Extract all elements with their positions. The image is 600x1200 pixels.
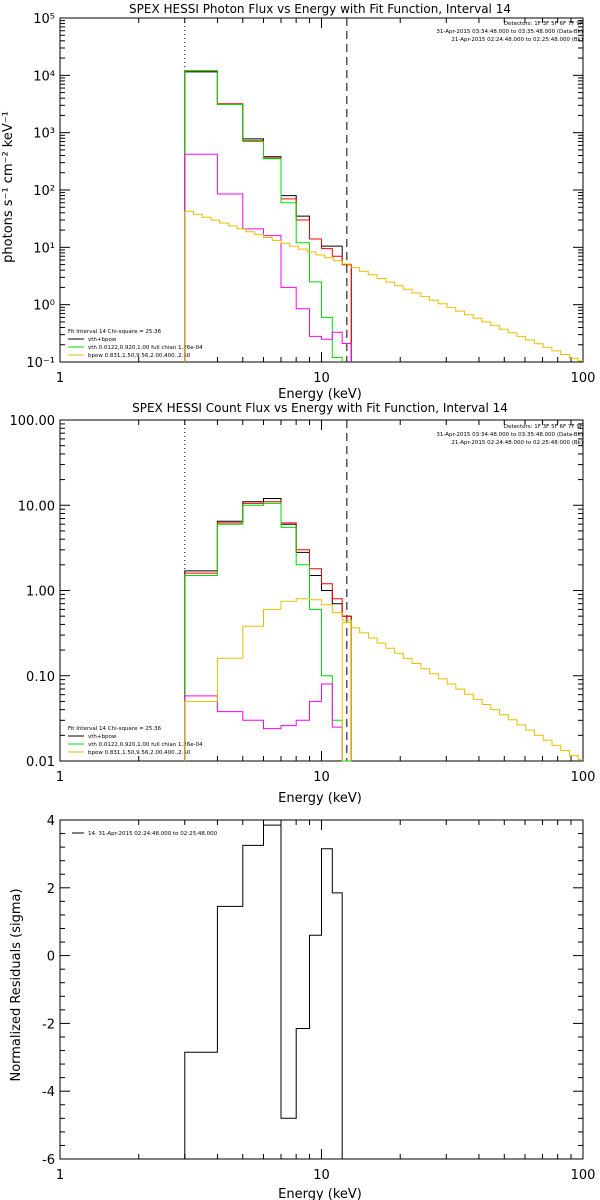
photon-y-tick-label: 10⁰ <box>33 299 55 314</box>
photon-legend-bpow: bpow 0.831,1.50,9.56,2.00,400.,2.50 <box>88 353 191 359</box>
count-series-bpow_tail <box>341 622 583 761</box>
photon-y-tick-label: 10² <box>33 184 55 199</box>
photon-flux-panel: SPEX HESSI Photon Flux vs Energy with Fi… <box>1 2 583 402</box>
residuals-y-axis-label: Normalized Residuals (sigma) <box>9 888 24 1081</box>
photon-y-axis-label: photons s⁻¹ cm⁻² keV⁻¹ <box>1 111 16 263</box>
count-x-tick-label: 1 <box>56 770 64 785</box>
photon-series-bpow <box>184 210 583 362</box>
count-series-bpow <box>184 598 352 761</box>
count-flux-panel: SPEX HESSI Count Flux vs Energy with Fit… <box>68 401 583 806</box>
count-x-tick-label: 100 <box>571 770 596 785</box>
residuals-y-tick-label: 2 <box>47 882 55 897</box>
photon-y-tick-label: 10⁻¹ <box>26 356 55 371</box>
photon-y-tick-label: 10³ <box>33 127 55 142</box>
count-y-tick-label: 1.00 <box>26 585 55 600</box>
residuals-x-axis-label: Energy (keV) <box>278 1187 362 1200</box>
count-x-axis-label: Energy (keV) <box>278 791 362 806</box>
residuals-y-tick-label: 4 <box>47 814 55 829</box>
photon-legend-model: vth+bpow <box>88 337 117 343</box>
count-x-tick-label: 10 <box>313 770 330 785</box>
photon-x-tick-label: 1 <box>56 371 64 386</box>
photon-series-sum <box>184 70 352 362</box>
photon-legend-bk-time: 21-Apr-2015 02:24:48.000 to 02:25:48.000… <box>451 37 583 43</box>
count-series-sum <box>184 501 352 761</box>
count-series-vth2 <box>184 683 343 761</box>
count-series-total <box>184 498 352 761</box>
residuals-y-tick-label: -2 <box>42 1017 55 1032</box>
count-y-tick-label: 0.01 <box>26 755 55 770</box>
count-y-tick-label: 10.00 <box>18 499 55 514</box>
residuals-series-resid <box>184 824 343 1159</box>
residuals-legend-text: 14. 31-Apr-2015 02:24:48.000 to 02:25:48… <box>88 831 218 837</box>
residuals-x-tick-label: 100 <box>571 1168 596 1183</box>
residuals-x-tick-label: 1 <box>56 1168 64 1183</box>
residuals-y-tick-label: 0 <box>47 950 55 965</box>
photon-x-tick-label: 10 <box>313 371 330 386</box>
photon-legend-vth: vth 0.0122,0.920,1.00 full chian 1.26e-0… <box>88 345 203 351</box>
photon-y-tick-label: 10¹ <box>33 241 55 256</box>
photon-series-vth2 <box>184 153 352 362</box>
count-series-vth <box>184 502 352 762</box>
count-legend-bpow: bpow 0.831,1.50,9.56,2.00,400.,2.50 <box>88 750 191 756</box>
count-legend-fit-interval: Fit Interval 14 Chi-square = 25.36 <box>68 726 162 732</box>
photon-y-tick-label: 10⁴ <box>33 69 55 84</box>
count-legend-model: vth+bpow <box>88 734 117 740</box>
count-chart-title: SPEX HESSI Count Flux vs Energy with Fit… <box>132 401 508 415</box>
count-legend-detectors: Detectors: 1F 3F 5F 6F 7F 9F <box>504 424 583 430</box>
residuals-x-tick-label: 10 <box>313 1168 330 1183</box>
photon-legend-fit-interval: Fit Interval 14 Chi-square = 25.36 <box>68 329 162 335</box>
photon-x-axis-label: Energy (keV) <box>278 387 362 402</box>
photon-y-tick-label: 10⁵ <box>33 12 55 27</box>
residuals-panel: Normalized Residuals (sigma) Energy (keV… <box>9 831 362 1200</box>
count-legend-bk-time: 21-Apr-2015 02:24:48.000 to 02:25:48.000… <box>451 440 583 446</box>
photon-legend-detectors: Detectors: 1F 3F 5F 6F 7F 9F <box>504 21 583 27</box>
residuals-y-tick-label: -6 <box>42 1153 55 1168</box>
photon-chart-title: SPEX HESSI Photon Flux vs Energy with Fi… <box>129 2 511 16</box>
photon-legend-data-time: 31-Apr-2015 03:34:48.000 to 03:35:48.000… <box>436 29 583 35</box>
residuals-y-tick-label: -4 <box>42 1085 55 1100</box>
count-y-tick-label: 0.10 <box>26 670 55 685</box>
count-legend-data-time: 31-Apr-2015 03:34:48.000 to 03:35:48.000… <box>436 432 583 438</box>
count-legend-vth: vth 0.0122,0.920,1.00 full chian 1.26e-0… <box>88 742 203 748</box>
photon-series-vth <box>184 70 343 362</box>
count-y-tick-label: 100.00 <box>10 414 56 429</box>
photon-x-tick-label: 100 <box>571 371 596 386</box>
